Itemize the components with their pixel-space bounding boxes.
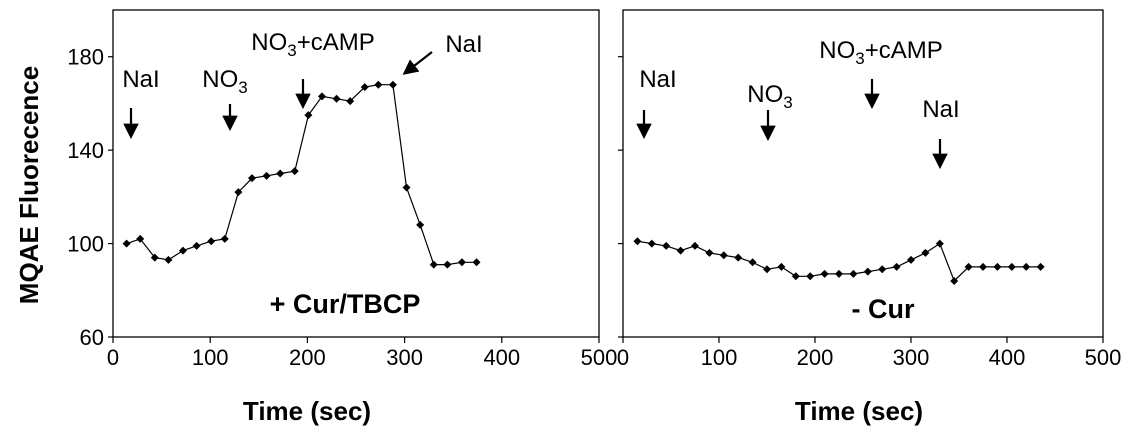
data-point xyxy=(360,83,369,92)
annotation-label: NaI xyxy=(922,96,959,123)
series-line xyxy=(126,84,477,266)
x-tick-label: 200 xyxy=(289,345,326,370)
data-point xyxy=(935,239,944,248)
x-tick-label: 500 xyxy=(581,345,618,370)
data-point xyxy=(993,262,1002,271)
data-point xyxy=(290,167,299,176)
data-point xyxy=(907,255,915,264)
data-point xyxy=(719,251,728,260)
data-point xyxy=(748,258,757,267)
x-axis-title-right: Time (sec) xyxy=(795,396,923,426)
x-tick-label: 200 xyxy=(797,345,834,370)
data-point xyxy=(150,253,159,262)
data-point xyxy=(763,265,771,274)
data-point xyxy=(734,253,743,262)
annotation-label: NO3+cAMP xyxy=(819,37,943,68)
data-point xyxy=(192,241,201,250)
data-point xyxy=(234,188,243,197)
data-point xyxy=(777,262,786,271)
data-point xyxy=(1022,262,1031,271)
annotation-label: NaI xyxy=(639,66,676,93)
panel-label: + Cur/TBCP xyxy=(270,289,421,319)
data-point xyxy=(921,248,930,257)
data-point xyxy=(1007,262,1016,271)
y-tick-label: 140 xyxy=(67,138,104,163)
annotation-label: NO3 xyxy=(202,66,247,97)
panel-label: - Cur xyxy=(852,294,915,324)
data-point xyxy=(332,94,341,103)
data-point xyxy=(878,265,887,274)
chart-panel-minus-cur: 0 100 200 300 400 500 - Cur NaI NO3 NO3+cAMP NaI xyxy=(617,9,1122,370)
data-point xyxy=(220,234,229,243)
x-tick-label: 0 xyxy=(107,345,119,370)
data-point xyxy=(892,262,901,271)
data-point xyxy=(136,234,145,243)
data-point xyxy=(1036,262,1045,271)
x-tick-label: 300 xyxy=(386,345,423,370)
data-point xyxy=(964,262,973,271)
annotation-arrow xyxy=(402,51,433,75)
data-point xyxy=(247,174,256,183)
data-point xyxy=(388,80,397,89)
x-tick-label: 0 xyxy=(617,345,629,370)
data-point xyxy=(402,183,411,192)
data-point xyxy=(835,269,843,278)
data-point xyxy=(164,255,173,264)
data-point xyxy=(791,272,800,281)
x-tick-label: 400 xyxy=(483,345,520,370)
data-point xyxy=(443,260,452,269)
annotation-label: NaI xyxy=(122,66,159,93)
data-point xyxy=(457,258,466,267)
data-point xyxy=(317,92,326,101)
data-point xyxy=(374,80,383,89)
data-point xyxy=(122,239,131,248)
data-point xyxy=(429,260,438,269)
x-tick-label: 100 xyxy=(192,345,229,370)
x-tick-label: 400 xyxy=(989,345,1026,370)
data-point xyxy=(849,269,858,278)
data-point xyxy=(705,248,714,257)
data-point xyxy=(820,269,829,278)
data-point xyxy=(633,237,642,246)
data-point xyxy=(178,246,187,255)
annotation-label: NO3 xyxy=(747,81,792,112)
y-tick-label: 100 xyxy=(67,232,104,257)
annotation-label: NO3+cAMP xyxy=(251,29,375,60)
data-point xyxy=(346,97,355,106)
data-point xyxy=(863,267,872,276)
x-tick-label: 500 xyxy=(1085,345,1122,370)
annotation-label: NaI xyxy=(445,31,482,58)
data-point xyxy=(304,111,313,120)
data-point xyxy=(647,239,656,248)
data-point xyxy=(691,241,699,250)
data-point xyxy=(806,272,815,281)
chart-panel-cur-tbcp: 0 100 200 300 400 500 60 100 140 180 + Cur/TBCP NaI… xyxy=(67,9,618,370)
plot-frame xyxy=(622,9,1104,338)
y-axis-title: MQAE Fluorecence xyxy=(14,66,44,304)
data-point xyxy=(676,246,685,255)
data-point xyxy=(207,237,216,246)
data-point xyxy=(979,262,987,271)
plot-frame xyxy=(112,9,600,338)
data-point xyxy=(416,220,425,229)
data-point xyxy=(472,258,481,267)
data-point xyxy=(276,169,285,178)
x-axis-title-left: Time (sec) xyxy=(243,396,371,426)
data-point xyxy=(262,171,271,180)
x-tick-label: 100 xyxy=(701,345,738,370)
y-tick-label: 60 xyxy=(80,325,104,350)
data-point xyxy=(662,241,671,250)
y-tick-label: 180 xyxy=(67,45,104,70)
data-point xyxy=(950,276,959,285)
x-tick-label: 300 xyxy=(893,345,930,370)
